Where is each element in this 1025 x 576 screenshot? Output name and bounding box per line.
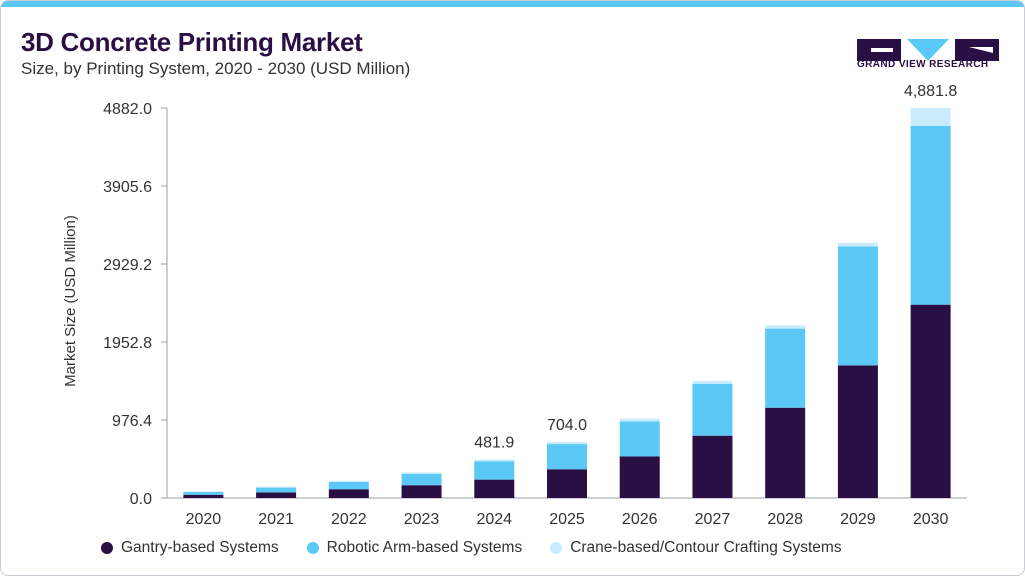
x-tick-label: 2028 (767, 511, 803, 528)
y-tick-label: 0.0 (130, 491, 152, 508)
x-tick-label: 2027 (695, 511, 731, 528)
gvr-logo-icon (857, 39, 999, 61)
legend-item-crane: Crane-based/Contour Crafting Systems (550, 539, 842, 557)
bar-gantry-2023 (401, 485, 442, 498)
bar-crane-2028 (765, 325, 806, 329)
x-tick-label: 2021 (258, 511, 294, 528)
bar-gantry-2020 (183, 494, 224, 498)
bar-gantry-2028 (765, 407, 806, 498)
x-tick-label: 2030 (913, 511, 949, 528)
y-tick-label: 976.4 (112, 413, 152, 430)
bar-gantry-2022 (328, 489, 369, 498)
bar-crane-2024 (474, 459, 515, 462)
bar-crane-2021 (256, 486, 297, 488)
x-tick-label: 2024 (476, 511, 512, 528)
x-tick-label: 2029 (840, 511, 876, 528)
x-tick-label: 2023 (404, 511, 440, 528)
x-tick-label: 2020 (186, 511, 222, 528)
bar-robotic-2027 (692, 383, 733, 436)
bar-robotic-2026 (619, 421, 660, 457)
chart-subtitle: Size, by Printing System, 2020 - 2030 (U… (21, 59, 411, 78)
bar-robotic-2023 (401, 474, 442, 486)
legend-swatch-gantry (101, 542, 113, 554)
total-label-2025: 704.0 (547, 417, 587, 434)
bar-crane-2023 (401, 472, 442, 475)
y-tick-label: 1952.8 (103, 335, 152, 352)
legend-item-robotic: Robotic Arm-based Systems (306, 539, 523, 557)
logo-text: GRAND VIEW RESEARCH (857, 59, 989, 70)
total-label-2030: 4,881.8 (904, 83, 957, 100)
bar-gantry-2026 (619, 456, 660, 498)
bar-robotic-2020 (183, 492, 224, 495)
bar-gantry-2029 (837, 365, 878, 498)
bar-gantry-2024 (474, 479, 515, 498)
legend-swatch-robotic (306, 542, 319, 554)
accent-bar (1, 1, 1024, 7)
bar-gantry-2027 (692, 435, 733, 498)
bar-gantry-2030 (910, 304, 951, 498)
bar-crane-2030 (910, 108, 951, 126)
bar-crane-2025 (547, 441, 587, 445)
bar-crane-2020 (183, 491, 224, 493)
legend-item-gantry: Gantry-based Systems (101, 539, 279, 557)
bar-robotic-2030 (910, 125, 951, 305)
bar-crane-2027 (692, 381, 733, 384)
y-tick-label: 3905.6 (103, 179, 152, 196)
bar-crane-2026 (619, 418, 660, 422)
x-tick-label: 2022 (331, 511, 367, 528)
legend-swatch-crane (550, 542, 563, 554)
total-label-2024: 481.9 (474, 435, 514, 452)
y-axis-title: Market Size (USD Million) (62, 215, 79, 387)
bar-robotic-2024 (474, 461, 515, 480)
bar-robotic-2029 (837, 246, 878, 366)
bar-crane-2022 (328, 480, 369, 483)
y-tick-label: 2929.2 (103, 257, 152, 274)
chart-title: 3D Concrete Printing Market (21, 27, 363, 57)
legend-label-robotic: Robotic Arm-based Systems (326, 539, 523, 556)
bar-robotic-2028 (765, 328, 806, 408)
legend-label-gantry: Gantry-based Systems (121, 539, 279, 556)
bar-gantry-2021 (256, 492, 297, 498)
bar-robotic-2021 (256, 487, 297, 493)
bar-gantry-2025 (547, 469, 587, 498)
bar-robotic-2025 (547, 444, 587, 470)
bar-crane-2029 (837, 242, 878, 247)
y-tick-label: 4882.0 (103, 101, 152, 118)
bar-robotic-2022 (328, 482, 369, 490)
x-tick-label: 2026 (622, 511, 658, 528)
legend-label-crane: Crane-based/Contour Crafting Systems (570, 539, 842, 556)
x-tick-label: 2025 (549, 511, 585, 528)
legend: Gantry-based Systems Robotic Arm-based S… (101, 537, 842, 559)
